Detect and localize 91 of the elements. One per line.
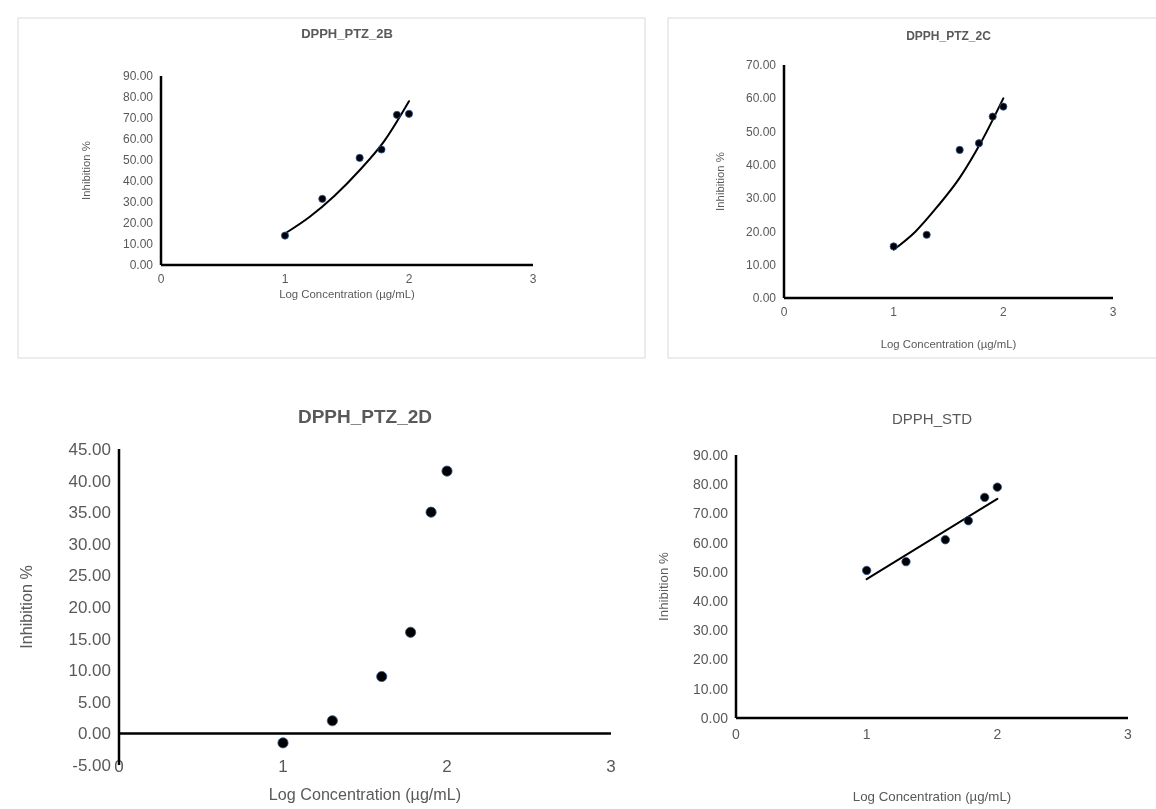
y-tick-label: 20.00 bbox=[745, 224, 777, 239]
x-tick-label: 2 bbox=[999, 305, 1007, 319]
y-tick-label: -5.00 bbox=[72, 755, 111, 775]
y-tick-label: 45.00 bbox=[68, 439, 111, 459]
x-tick-label: 3 bbox=[606, 756, 616, 776]
y-axis-title: Inhibition % bbox=[714, 152, 726, 211]
y-tick-label: 30.00 bbox=[745, 191, 777, 206]
chart-title: DPPH_STD bbox=[891, 410, 973, 427]
x-tick-label: 2 bbox=[442, 756, 452, 776]
point bbox=[318, 194, 327, 203]
y-tick-label: 0.00 bbox=[700, 709, 729, 726]
x-tick-label: 0 bbox=[780, 305, 788, 319]
y-tick-label: 60.00 bbox=[745, 91, 777, 106]
x-tick-label: 0 bbox=[732, 726, 741, 742]
y-tick-label: 80.00 bbox=[692, 476, 729, 493]
x-tick-label: 1 bbox=[890, 305, 898, 319]
point bbox=[988, 112, 997, 121]
point bbox=[955, 145, 964, 154]
x-tick-label: 1 bbox=[281, 272, 289, 286]
y-tick-label: 30.00 bbox=[692, 622, 729, 639]
y-tick-label: 90.00 bbox=[122, 69, 154, 84]
x-axis-title: Log Concentration (µg/mL) bbox=[279, 288, 416, 300]
y-tick-label: 80.00 bbox=[122, 90, 154, 105]
point bbox=[889, 242, 898, 251]
point bbox=[963, 516, 973, 526]
point bbox=[425, 506, 437, 518]
y-axis-title: Inhibition % bbox=[656, 551, 671, 621]
point bbox=[405, 109, 413, 118]
chart-title: DPPH_PTZ_2D bbox=[297, 406, 433, 427]
y-tick-label: 10.00 bbox=[68, 661, 111, 681]
y-tick-label: 20.00 bbox=[122, 216, 154, 231]
y-tick-label: 40.00 bbox=[692, 593, 729, 610]
y-tick-label: 50.00 bbox=[692, 563, 729, 580]
y-tick-label: 70.00 bbox=[122, 111, 154, 126]
point bbox=[441, 465, 453, 477]
y-tick-label: 70.00 bbox=[692, 505, 729, 522]
y-tick-label: 0.00 bbox=[752, 291, 777, 306]
point bbox=[901, 557, 911, 567]
x-tick-label: 2 bbox=[993, 726, 1002, 742]
y-tick-label: 50.00 bbox=[122, 153, 154, 168]
point bbox=[377, 145, 386, 154]
x-axis-title: Log Concentration (µg/mL) bbox=[268, 785, 462, 803]
x-tick-label: 1 bbox=[862, 726, 871, 742]
point bbox=[392, 110, 401, 119]
point bbox=[277, 737, 289, 749]
point bbox=[405, 626, 417, 638]
y-tick-label: 50.00 bbox=[745, 124, 777, 139]
x-tick-label: 3 bbox=[1109, 305, 1117, 319]
point bbox=[992, 482, 1002, 492]
point bbox=[862, 565, 872, 576]
y-tick-label: 35.00 bbox=[68, 503, 111, 523]
y-tick-label: 25.00 bbox=[68, 566, 111, 586]
point bbox=[281, 231, 289, 240]
x-tick-label: 1 bbox=[278, 756, 288, 776]
y-tick-label: 5.00 bbox=[77, 692, 111, 712]
y-tick-label: 0.00 bbox=[129, 258, 154, 273]
y-tick-label: 10.00 bbox=[745, 257, 777, 272]
y-tick-label: 60.00 bbox=[692, 534, 729, 551]
x-tick-label: 3 bbox=[529, 272, 537, 286]
y-axis-title: Inhibition % bbox=[17, 565, 35, 649]
point bbox=[376, 671, 388, 683]
y-tick-label: 10.00 bbox=[122, 237, 154, 252]
point bbox=[974, 139, 983, 148]
x-tick-label: 0 bbox=[157, 272, 165, 286]
point bbox=[922, 230, 931, 239]
x-axis-title: Log Concentration (µg/mL) bbox=[880, 338, 1017, 350]
y-axis-title: Inhibition % bbox=[80, 141, 92, 200]
x-tick-label: 3 bbox=[1124, 726, 1133, 742]
x-tick-label: 0 bbox=[114, 756, 124, 776]
chart-title: DPPH_PTZ_2B bbox=[301, 26, 393, 41]
y-tick-label: 40.00 bbox=[68, 471, 111, 491]
point bbox=[940, 535, 950, 545]
y-tick-label: 15.00 bbox=[68, 629, 111, 649]
point bbox=[326, 715, 338, 727]
point bbox=[355, 153, 364, 162]
point bbox=[999, 102, 1008, 111]
y-tick-label: 60.00 bbox=[122, 132, 154, 147]
y-tick-label: 30.00 bbox=[122, 195, 154, 210]
y-tick-label: 40.00 bbox=[122, 174, 154, 189]
x-axis-title: Log Concentration (µg/mL) bbox=[852, 789, 1012, 804]
chart-title: DPPH_PTZ_2C bbox=[906, 29, 992, 43]
y-tick-label: 70.00 bbox=[745, 58, 777, 73]
y-tick-label: 30.00 bbox=[68, 534, 111, 554]
y-tick-label: 20.00 bbox=[68, 597, 111, 617]
y-tick-label: 10.00 bbox=[692, 680, 729, 697]
point bbox=[980, 492, 990, 502]
x-tick-label: 2 bbox=[405, 272, 413, 286]
y-tick-label: 40.00 bbox=[745, 158, 777, 173]
y-tick-label: 20.00 bbox=[692, 651, 729, 668]
y-tick-label: 0.00 bbox=[77, 724, 111, 744]
y-tick-label: 90.00 bbox=[692, 446, 729, 463]
